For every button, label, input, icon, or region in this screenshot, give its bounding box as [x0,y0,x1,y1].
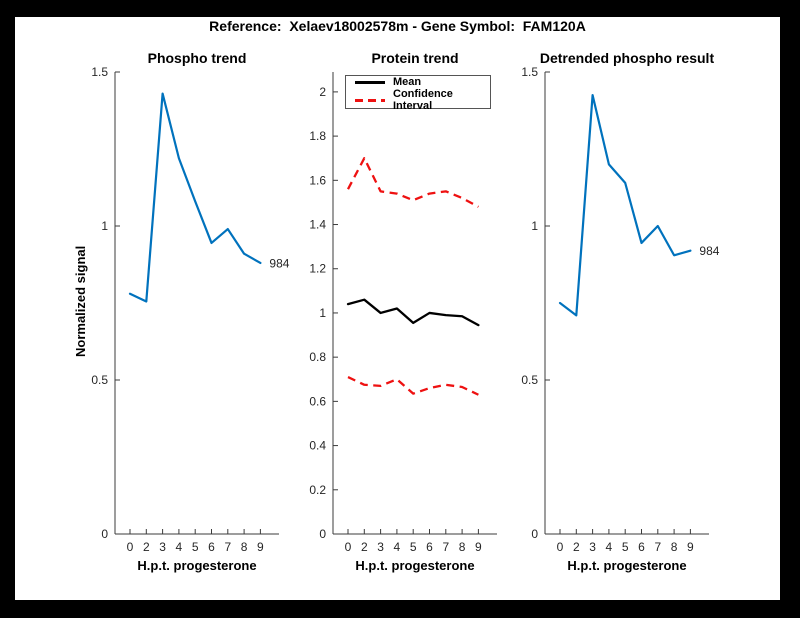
x-axis-label-protein: H.p.t. progesterone [355,558,475,573]
svg-text:9: 9 [687,540,694,554]
svg-text:1.5: 1.5 [521,65,538,79]
svg-text:1: 1 [319,306,326,320]
subplot-title-detrended-phospho: Detrended phospho result [539,50,715,66]
legend-label-confidence-interval: Confidence Interval [393,88,453,112]
svg-text:3: 3 [377,540,384,554]
legend: Mean Confidence Interval [345,75,491,112]
svg-text:0.5: 0.5 [521,373,538,387]
figure-canvas: Reference: Xelaev18002578m - Gene Symbol… [15,17,780,600]
svg-text:0: 0 [319,527,326,541]
svg-text:1: 1 [101,219,108,233]
svg-text:5: 5 [410,540,417,554]
svg-text:1.6: 1.6 [309,173,326,187]
svg-text:5: 5 [192,540,199,554]
svg-text:0: 0 [531,527,538,541]
svg-text:0.4: 0.4 [309,439,326,453]
svg-text:0.6: 0.6 [309,394,326,408]
svg-text:2: 2 [573,540,580,554]
svg-text:5: 5 [622,540,629,554]
svg-text:1: 1 [531,219,538,233]
legend-label-mean: Mean [393,76,422,88]
legend-item-mean: Mean [355,76,490,88]
svg-text:2: 2 [319,85,326,99]
svg-text:984: 984 [269,256,289,270]
svg-text:4: 4 [176,540,183,554]
svg-text:8: 8 [241,540,248,554]
svg-text:6: 6 [208,540,215,554]
svg-text:1.8: 1.8 [309,129,326,143]
svg-text:2: 2 [361,540,368,554]
subplot-title-protein-trend: Protein trend [371,50,459,66]
svg-text:7: 7 [654,540,661,554]
svg-text:1.2: 1.2 [309,262,326,276]
svg-text:8: 8 [459,540,466,554]
svg-text:0.5: 0.5 [91,373,108,387]
x-axis-label-detrended: H.p.t. progesterone [567,558,687,573]
mean-line-swatch [355,80,385,84]
svg-text:1.5: 1.5 [91,65,108,79]
svg-text:6: 6 [426,540,433,554]
x-axis-label-phospho: H.p.t. progesterone [137,558,257,573]
svg-text:6: 6 [638,540,645,554]
subplot-title-phospho-trend: Phospho trend [147,50,247,66]
svg-text:3: 3 [159,540,166,554]
svg-text:0.8: 0.8 [309,350,326,364]
svg-text:0: 0 [127,540,134,554]
svg-text:2: 2 [143,540,150,554]
svg-text:0: 0 [557,540,564,554]
svg-text:0.2: 0.2 [309,483,326,497]
svg-text:1.4: 1.4 [309,218,326,232]
svg-text:9: 9 [475,540,482,554]
legend-item-confidence-interval: Confidence Interval [355,88,490,112]
svg-text:4: 4 [606,540,613,554]
confidence-interval-line-swatch [355,98,385,102]
figure-title: Reference: Xelaev18002578m - Gene Symbol… [209,18,586,34]
svg-text:0: 0 [101,527,108,541]
svg-text:9: 9 [257,540,264,554]
svg-text:984: 984 [699,244,719,258]
protein-trend-plot: 00.20.40.60.811.21.41.61.820 2 3 4 5 6 7 8 9 [309,72,497,554]
svg-text:4: 4 [394,540,401,554]
svg-text:7: 7 [442,540,449,554]
svg-text:8: 8 [671,540,678,554]
svg-text:7: 7 [224,540,231,554]
svg-text:3: 3 [589,540,596,554]
svg-text:0: 0 [345,540,352,554]
